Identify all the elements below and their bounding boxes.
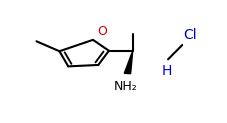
Text: O: O <box>96 25 106 38</box>
Polygon shape <box>124 51 132 74</box>
Text: H: H <box>161 64 172 78</box>
Text: Cl: Cl <box>183 28 196 42</box>
Text: NH₂: NH₂ <box>113 80 137 93</box>
